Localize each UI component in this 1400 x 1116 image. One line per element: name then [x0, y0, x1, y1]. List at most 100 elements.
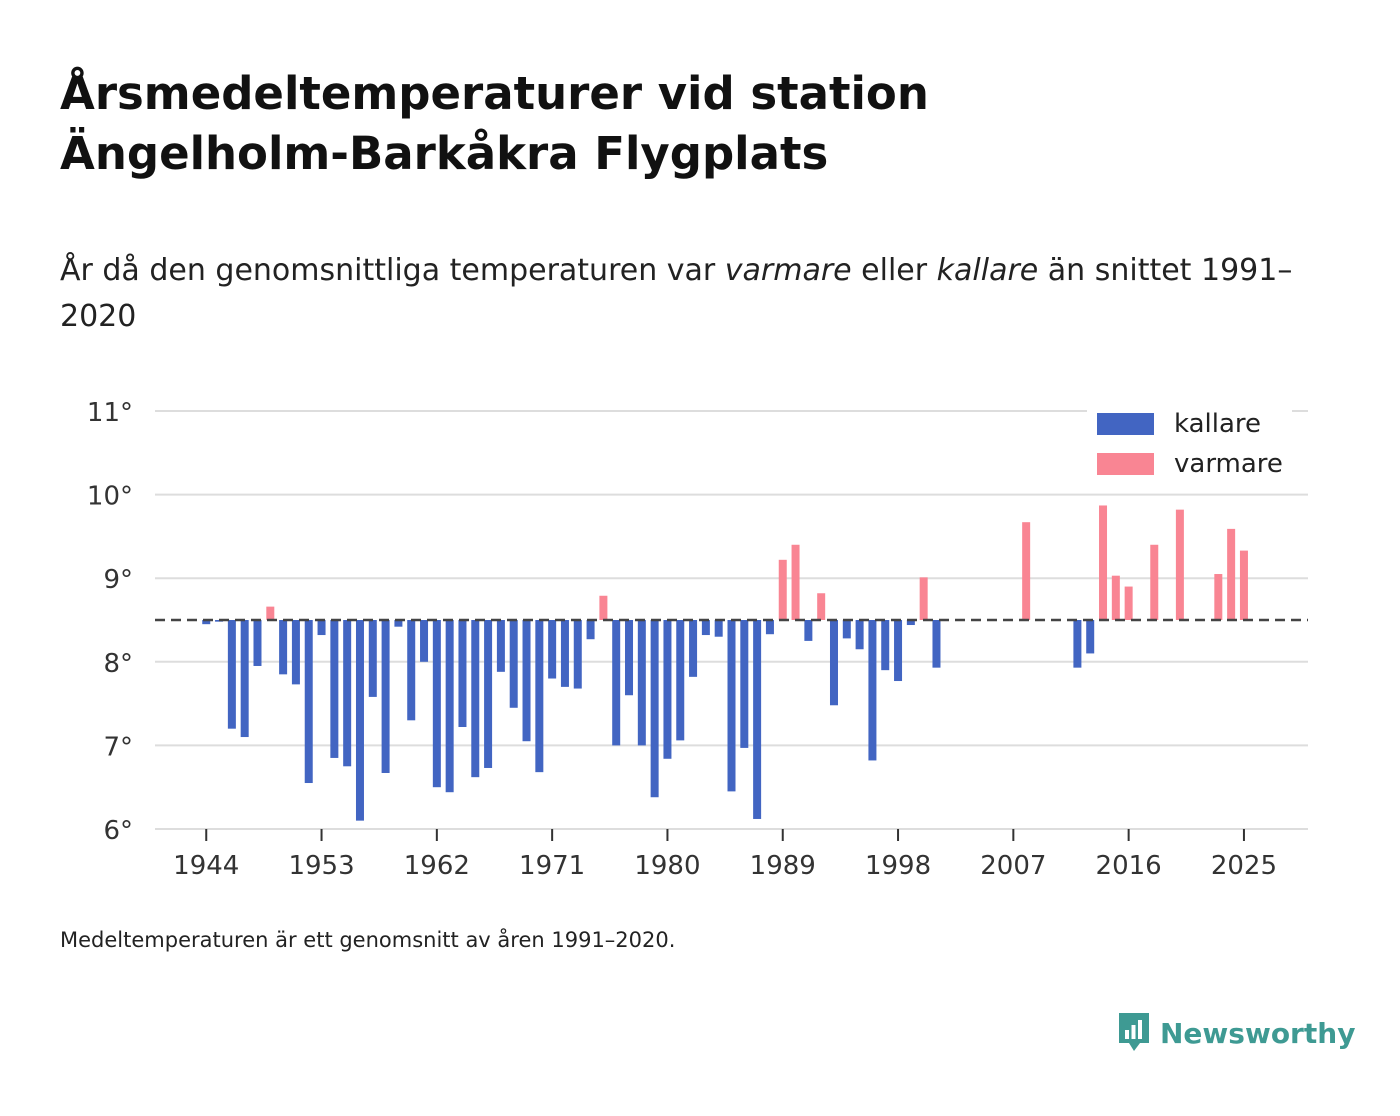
bar-warm — [919, 577, 928, 620]
bar-cold — [458, 620, 467, 728]
x-tick-label: 1953 — [288, 851, 354, 881]
x-tick-label: 1971 — [519, 851, 585, 881]
bar-cold — [932, 620, 941, 668]
bar-cold — [868, 620, 877, 761]
bar-warm — [1239, 550, 1248, 620]
y-tick-label: 9° — [103, 565, 133, 595]
bar-cold — [765, 620, 774, 635]
bar-cold — [522, 620, 531, 742]
bar-cold — [906, 620, 915, 626]
bar-cold — [330, 620, 339, 758]
y-tick-label: 6° — [103, 816, 133, 846]
bar-warm — [817, 593, 826, 620]
x-tick-label: 2025 — [1211, 851, 1277, 881]
bar-cold — [612, 620, 621, 746]
bar-warm — [1214, 574, 1223, 620]
subtitle-cold-word: kallare — [936, 253, 1039, 288]
bar-cold — [714, 620, 723, 637]
x-tick-label: 2007 — [980, 851, 1046, 881]
bar-cold — [279, 620, 288, 675]
chart-legend: kallare varmare — [1087, 403, 1292, 485]
title-line-2: Ängelholm-Barkåkra Flygplats — [60, 127, 829, 180]
bar-cold — [407, 620, 416, 721]
bar-warm — [266, 606, 275, 620]
bar-cold — [663, 620, 672, 759]
bar-cold — [240, 620, 249, 738]
bar-cold — [227, 620, 236, 729]
newsworthy-logo[interactable]: Newsworthy — [1116, 1008, 1355, 1058]
title-line-1: Årsmedeltemperaturer vid station — [60, 67, 929, 120]
subtitle-part-2: eller — [851, 253, 937, 288]
bar-cold — [804, 620, 813, 641]
bar-cold — [445, 620, 454, 793]
bar-warm — [1227, 528, 1236, 620]
bar-cold — [560, 620, 569, 687]
bar-cold — [317, 620, 326, 636]
x-tick-label: 1962 — [404, 851, 470, 881]
bar-cold — [394, 620, 403, 627]
x-tick-label: 1998 — [865, 851, 931, 881]
bar-cold — [291, 620, 300, 685]
chart-subtitle: År då den genomsnittliga temperaturen va… — [60, 248, 1310, 340]
bar-cold — [676, 620, 685, 741]
bar-warm — [778, 559, 787, 620]
bar-warm — [1150, 544, 1159, 620]
legend-swatch-cold — [1097, 413, 1154, 435]
bar-cold — [420, 620, 429, 662]
bar-cold — [253, 620, 262, 666]
bar-cold — [202, 620, 211, 625]
bar-warm — [1022, 522, 1031, 620]
bar-cold — [509, 620, 518, 708]
bar-cold — [496, 620, 505, 672]
legend-label-warm: varmare — [1174, 449, 1283, 479]
bar-warm — [1099, 505, 1108, 620]
bar-cold — [355, 620, 364, 821]
y-tick-label: 10° — [87, 482, 133, 512]
bar-cold — [573, 620, 582, 689]
bar-cold — [1073, 620, 1082, 668]
bar-cold — [740, 620, 749, 748]
x-tick-label: 1944 — [173, 851, 239, 881]
bar-warm — [1124, 586, 1133, 620]
bar-cold — [842, 620, 851, 639]
bar-warm — [791, 544, 800, 620]
footnote: Medeltemperaturen är ett genomsnitt av å… — [60, 928, 676, 952]
bar-cold — [689, 620, 698, 677]
bar-cold — [701, 620, 710, 636]
bar-cold — [1086, 620, 1095, 654]
bar-cold — [637, 620, 646, 746]
bar-cold — [343, 620, 352, 767]
bar-cold — [548, 620, 557, 679]
bar-cold — [650, 620, 659, 798]
bar-cold — [368, 620, 377, 697]
bar-cold — [381, 620, 390, 773]
newsworthy-icon — [1119, 1013, 1149, 1051]
bar-warm — [1175, 509, 1184, 620]
legend-swatch-warm — [1097, 453, 1154, 475]
bar-cold — [829, 620, 838, 706]
brand-name: Newsworthy — [1160, 1016, 1356, 1050]
bar-cold — [881, 620, 890, 671]
y-tick-label: 8° — [103, 649, 133, 679]
x-tick-label: 2016 — [1096, 851, 1162, 881]
bar-cold — [484, 620, 493, 768]
bar-cold — [535, 620, 544, 773]
bar-cold — [753, 620, 762, 819]
bars-layer — [202, 505, 1248, 821]
chart-title: Årsmedeltemperaturer vid station Ängelho… — [60, 64, 1260, 184]
subtitle-warm-word: varmare — [724, 253, 852, 288]
subtitle-part-3: än snittet 1991–2020 — [60, 253, 1293, 334]
bar-cold — [894, 620, 903, 682]
bar-cold — [586, 620, 595, 640]
bar-cold — [471, 620, 480, 778]
bar-cold — [625, 620, 634, 696]
bar-cold — [727, 620, 736, 792]
bar-warm — [599, 595, 608, 620]
legend-label-cold: kallare — [1174, 409, 1261, 439]
x-tick-label: 1989 — [750, 851, 816, 881]
bar-cold — [432, 620, 441, 788]
y-tick-label: 11° — [87, 398, 133, 428]
axis-layer: 6° 7° 8° 9° 10° 11° 1944 1953 1962 1971 1980 1989 19… — [87, 398, 1277, 881]
bar-cold — [304, 620, 313, 784]
